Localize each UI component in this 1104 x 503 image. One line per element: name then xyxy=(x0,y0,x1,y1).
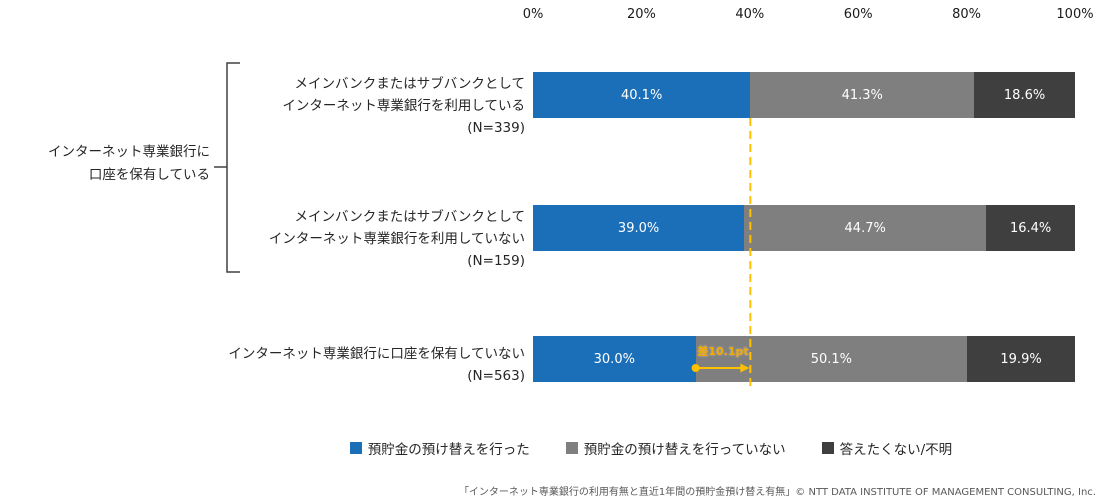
category-label: メインバンクまたはサブバンクとしてインターネット専業銀行を利用していない (N=1… xyxy=(269,206,525,272)
bar-segment: 40.1% xyxy=(533,72,751,118)
segment-value-label: 41.3% xyxy=(841,87,883,103)
sample-size-label: (N=563) xyxy=(467,368,525,384)
axis-tick-label: 80% xyxy=(952,7,982,22)
category-label-line: インターネット専業銀行を利用している xyxy=(282,98,525,114)
sample-size-label: (N=159) xyxy=(467,253,525,269)
axis-tick-label: 60% xyxy=(843,7,873,22)
segment-value-label: 50.1% xyxy=(810,351,853,367)
legend: 預貯金の預け替えを行った 預貯金の預け替えを行っていない 答えたくない/不明 xyxy=(0,438,1104,458)
category-label-line: メインバンクまたはサブバンクとして xyxy=(294,76,525,92)
source-footer: 「インターネット専業銀行の利用有無と直近1年間の預貯金預け替え有無」© NTT … xyxy=(458,487,1096,498)
axis-tick-label: 0% xyxy=(522,7,544,22)
group-bracket xyxy=(214,62,240,273)
bar-segment: 41.3% xyxy=(750,72,975,118)
segment-value-label: 30.0% xyxy=(593,351,635,367)
segment-value-label: 18.6% xyxy=(1003,87,1046,103)
bar-segment: 39.0% xyxy=(533,205,745,251)
legend-swatch-icon xyxy=(821,442,834,454)
stacked-bar: 40.1% 41.3% 18.6% xyxy=(533,72,1075,118)
segment-value-label: 16.4% xyxy=(1009,220,1052,236)
axis-tick-label: 100% xyxy=(1056,7,1094,22)
group-label-line: インターネット専業銀行に xyxy=(48,144,210,160)
legend-label: 答えたくない/不明 xyxy=(839,442,953,458)
category-label-line: インターネット専業銀行を利用していない xyxy=(268,231,525,247)
group-label: インターネット専業銀行に 口座を保有している xyxy=(48,141,210,187)
axis-tick-label: 20% xyxy=(626,7,656,22)
bar-segment: 19.9% xyxy=(967,336,1075,382)
category-label-line: メインバンクまたはサブバンクとして xyxy=(294,209,525,225)
segment-value-label: 39.0% xyxy=(617,220,660,236)
stacked-bar: 39.0% 44.7% 16.4% xyxy=(533,205,1075,251)
segment-value-label: 40.1% xyxy=(621,87,663,103)
legend-label: 預貯金の預け替えを行っていない xyxy=(583,442,786,458)
legend-item: 預貯金の預け替えを行った xyxy=(349,438,530,458)
bar-segment: 30.0% xyxy=(533,336,696,382)
segment-value-label: 19.9% xyxy=(1000,351,1042,367)
category-label: インターネット専業銀行に口座を保有していない (N=563) xyxy=(228,343,525,387)
category-label: メインバンクまたはサブバンクとしてインターネット専業銀行を利用している (N=33… xyxy=(282,73,525,139)
category-label-line: インターネット専業銀行に口座を保有していない xyxy=(228,346,525,362)
sample-size-label: (N=339) xyxy=(467,120,525,136)
legend-swatch-icon xyxy=(349,442,362,454)
legend-item: 預貯金の預け替えを行っていない xyxy=(565,438,786,458)
bar-segment: 44.7% xyxy=(744,205,987,251)
bar-segment: 50.1% xyxy=(695,336,968,382)
legend-label: 預貯金の預け替えを行った xyxy=(367,442,530,458)
group-label-line: 口座を保有している xyxy=(88,167,210,183)
legend-item: 答えたくない/不明 xyxy=(821,438,953,458)
bar-segment: 18.6% xyxy=(974,72,1075,118)
gap-annotation-label: 差10.1pt xyxy=(697,345,749,358)
axis-tick-label: 40% xyxy=(735,7,765,22)
legend-swatch-icon xyxy=(565,442,578,454)
segment-value-label: 44.7% xyxy=(844,220,886,236)
bar-segment: 16.4% xyxy=(986,205,1075,251)
stacked-bar: 30.0% 50.1% 19.9% xyxy=(533,336,1075,382)
